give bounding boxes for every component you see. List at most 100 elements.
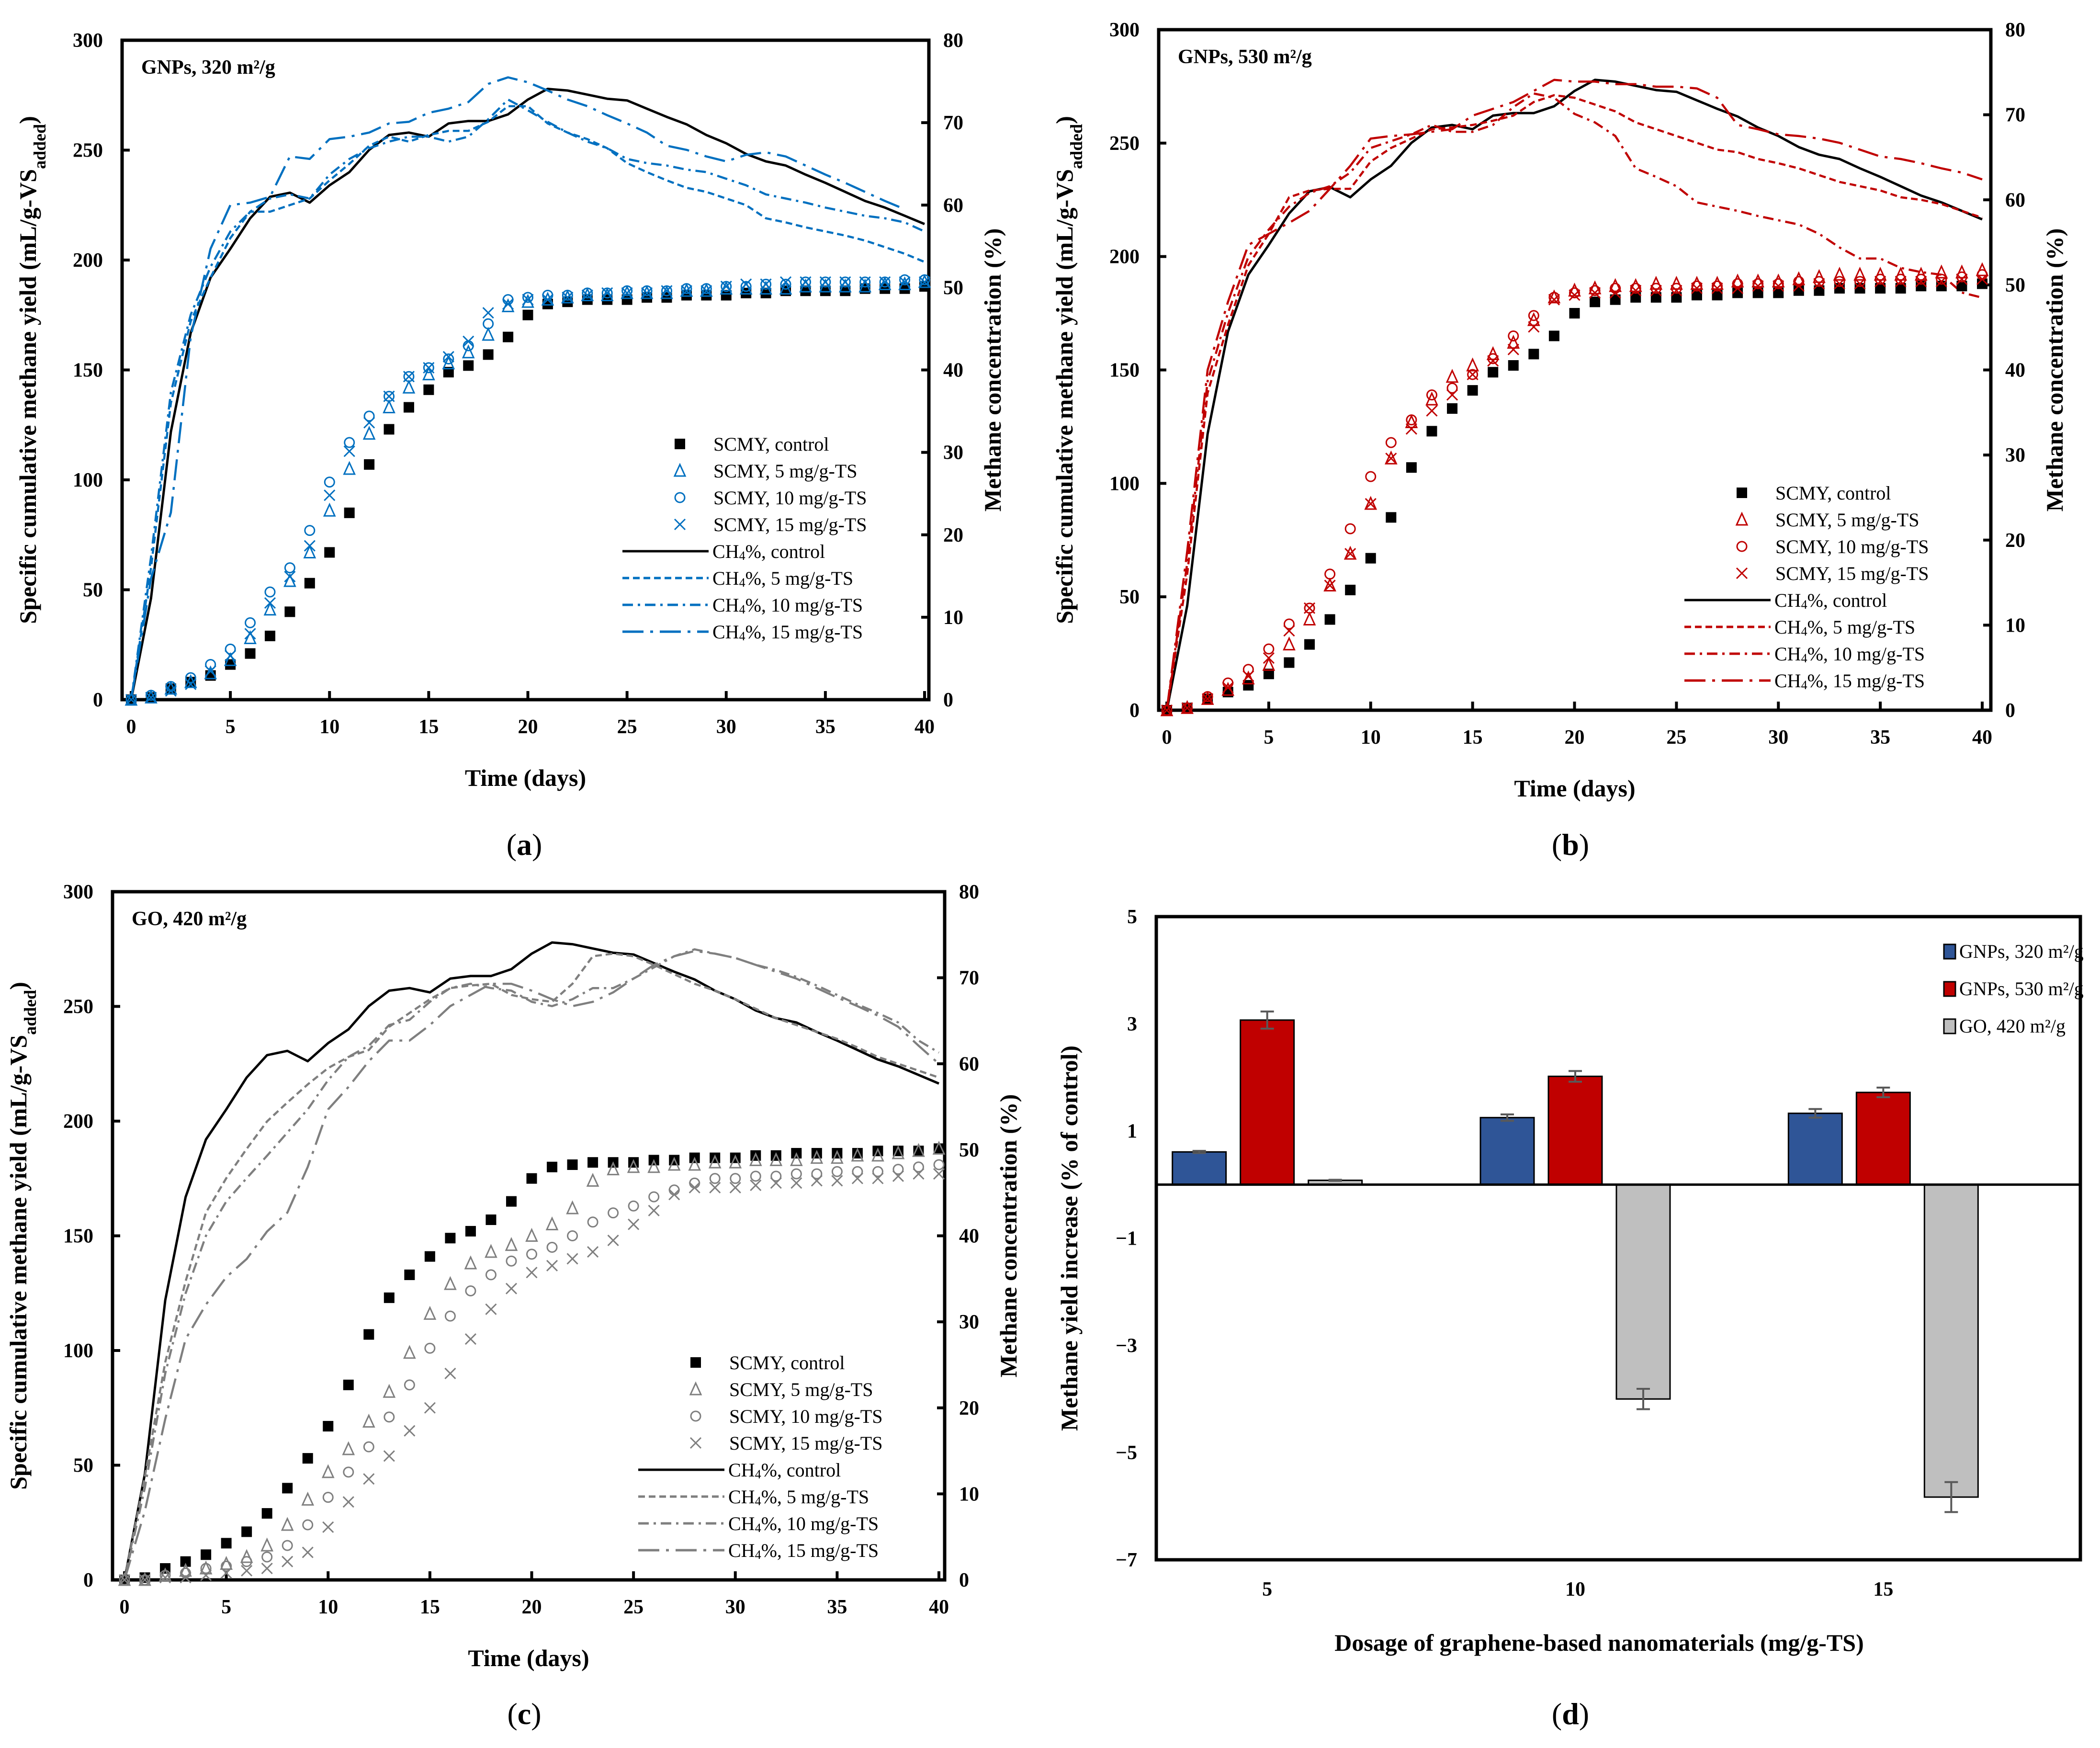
scmy-point [1242,670,1254,682]
y-axis-title-subscript: added [1067,124,1086,169]
y2-tick-label: 20 [2005,530,2025,552]
scmy-point [485,1244,497,1258]
scmy-point [621,287,633,299]
legend-swatch [1943,943,1956,960]
scmy-point [244,628,256,640]
y-tick-label: −5 [1116,1442,1137,1464]
scmy-point [1915,275,1927,287]
scmy-point [1670,275,1683,290]
scmy-point [709,1181,721,1193]
scmy-point [547,1161,558,1172]
scmy-point [403,371,415,383]
x-tick-label: 0 [1162,726,1172,749]
scmy-point [641,285,653,296]
legend-label-rest: %, 5 mg/g-TS [745,568,854,589]
scmy-point [384,1411,395,1423]
scmy-point [640,285,654,299]
scmy-point [1365,553,1376,564]
scmy-point [1507,335,1520,349]
scmy-point [343,1466,354,1478]
scmy-point [810,1150,824,1164]
scmy-point [464,1333,476,1345]
scmy-point [1548,294,1560,306]
x-tick-label: 5 [221,1596,231,1618]
y2-tick-label: 40 [943,360,963,382]
scmy-point [899,283,910,294]
scmy-point [1488,367,1499,378]
scmy-point [1956,281,1967,292]
x-axis-title: Time (days) [465,764,586,791]
x-tick-label: 40 [929,1596,949,1618]
scmy-point [343,445,355,457]
scmy-point [1833,266,1846,281]
scmy-point [586,1172,599,1187]
scmy-point [1936,273,1947,285]
scmy-point [503,331,514,342]
y2-tick-label: 80 [959,881,979,903]
y2-tick-label: 0 [959,1569,969,1591]
y-tick-label: 100 [1109,473,1140,495]
scmy-point [587,1157,598,1168]
scmy-point [221,1538,232,1549]
scmy-point [627,1159,640,1173]
x-tick-label: 20 [522,1596,542,1618]
panel-title: GNPs, 530 m²/g [1178,46,1312,68]
scmy-point [562,289,573,301]
legend-marker [1736,541,1748,552]
scmy-point [780,278,791,290]
scmy-point [264,630,275,641]
scmy-point [912,1143,925,1157]
scmy-point [422,366,435,381]
legend-label-subscript: 4 [755,1521,761,1535]
scmy-point [465,1285,476,1296]
scmy-point [879,276,891,288]
legend-label-main: CH [728,1486,755,1508]
scmy-point [1609,278,1622,292]
scmy-point [1732,282,1744,295]
y-axis-title: Methane yield increase (% of control) [1056,1045,1083,1431]
scmy-point [363,1473,375,1485]
scmy-point [1671,283,1682,294]
error-bar [1944,1481,1958,1513]
y-tick-label: 300 [63,881,93,903]
scmy-point [1283,625,1295,637]
scmy-point [1650,283,1662,294]
scmy-point [383,399,395,414]
scmy-point [932,1140,946,1155]
scmy-point [740,281,752,292]
scmy-point [1833,278,1846,290]
scmy-point [1345,584,1356,595]
scmy-point [502,298,514,310]
scmy-point [913,1168,925,1180]
scmy-point [1854,276,1866,287]
y2-tick-label: 10 [959,1483,979,1505]
scmy-point [1486,346,1500,360]
scmy-point [681,283,692,295]
legend-label: SCMY, 5 mg/g-TS [729,1379,873,1400]
scmy-point [1405,423,1417,435]
scmy-point [1589,287,1601,299]
scmy-point [362,426,376,440]
scmy-point [179,1563,192,1577]
scmy-point [1752,278,1764,290]
scmy-point [621,285,633,299]
legend-label-rest: %, 10 mg/g-TS [745,594,863,616]
y-tick-label: 200 [63,1111,93,1133]
scmy-point [180,1556,191,1567]
scmy-point [244,630,257,644]
scmy-point [1773,287,1784,298]
scmy-point [522,294,534,306]
scmy-point [851,1172,863,1184]
scmy-point [404,1425,416,1437]
scmy-point [1712,280,1723,292]
scmy-point [1955,264,1968,279]
scmy-point [1875,283,1886,294]
scmy-point [1242,664,1254,675]
scmy-point [165,685,177,697]
scmy-point [1202,691,1213,703]
scmy-point [322,1492,334,1503]
panel-label: (c) [507,1697,541,1731]
scmy-point [506,1255,517,1267]
legend-label-rest: %, 15 mg/g-TS [745,621,863,643]
legend-label: SCMY, 10 mg/g-TS [713,487,867,509]
